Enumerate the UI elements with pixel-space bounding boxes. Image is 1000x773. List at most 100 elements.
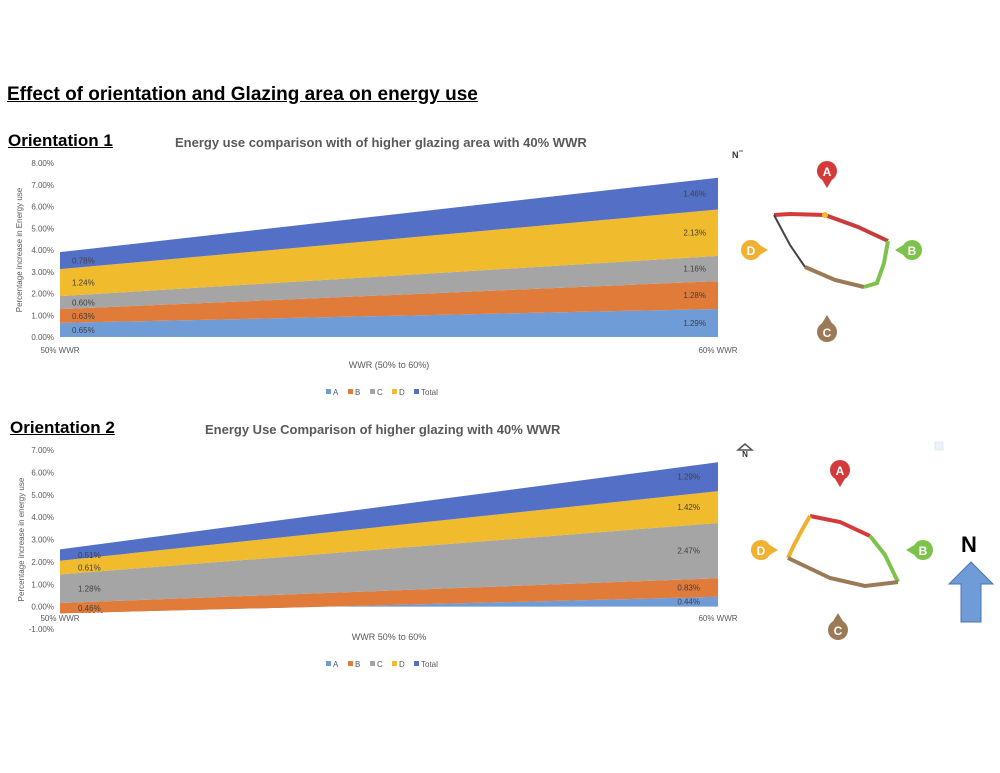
y-tick-label: 6.00% bbox=[31, 203, 54, 212]
area-series-c bbox=[60, 255, 718, 310]
data-label-a: 0.44% bbox=[677, 598, 700, 607]
y-tick-label: 0.00% bbox=[31, 603, 54, 612]
orientation2-chart-title: Energy Use Comparison of higher glazing … bbox=[205, 422, 561, 437]
svg-text:A: A bbox=[836, 464, 845, 478]
north-label: N bbox=[961, 532, 977, 557]
data-label-total: 0.78% bbox=[72, 257, 95, 266]
y-axis-title: Percentage increase in energy use bbox=[17, 477, 26, 601]
north-marker-icon: N bbox=[732, 150, 743, 160]
facade-marker bbox=[822, 212, 828, 218]
data-label-a: 1.29% bbox=[683, 319, 706, 328]
legend-label-total: Total bbox=[421, 388, 438, 397]
y-tick-label: 1.00% bbox=[31, 580, 54, 589]
y-tick-label: 7.00% bbox=[31, 446, 54, 455]
y-tick-label: 4.00% bbox=[31, 513, 54, 522]
data-label-a: 0.65% bbox=[72, 326, 95, 335]
y-tick-label: 2.00% bbox=[31, 290, 54, 299]
y-tick-label: 8.00% bbox=[31, 159, 54, 168]
legend-label-b: B bbox=[355, 660, 360, 669]
x-tick-label: 50% WWR bbox=[40, 614, 79, 623]
area-series-b bbox=[60, 578, 718, 614]
svg-text:A: A bbox=[823, 165, 832, 179]
legend-label-a: A bbox=[333, 660, 339, 669]
svg-text:B: B bbox=[919, 544, 928, 558]
legend-label-a: A bbox=[333, 388, 339, 397]
orientation1-label: Orientation 1 bbox=[8, 131, 113, 150]
facade-a-outline bbox=[809, 514, 871, 538]
facade-d-arrow-icon: D bbox=[751, 540, 778, 560]
orientation2-label: Orientation 2 bbox=[10, 418, 115, 437]
legend-label-d: D bbox=[399, 388, 405, 397]
legend-swatch-d bbox=[392, 661, 397, 666]
facade-c-outline bbox=[804, 265, 865, 289]
north-arrow-icon bbox=[947, 561, 995, 623]
y-tick-label: 7.00% bbox=[31, 181, 54, 190]
orientation1-chart-title: Energy use comparison with of higher gla… bbox=[175, 135, 587, 150]
facade-c-arrow-icon: C bbox=[817, 315, 837, 342]
svg-text:C: C bbox=[823, 326, 832, 340]
svg-text:C: C bbox=[834, 624, 843, 638]
facade-a-arrow-icon: A bbox=[817, 161, 837, 188]
svg-text:N: N bbox=[732, 150, 739, 160]
y-tick-label: -1.00% bbox=[29, 625, 54, 634]
area-series-a bbox=[60, 308, 718, 337]
facade-a-outline bbox=[773, 211, 826, 217]
area-series-b bbox=[60, 281, 718, 323]
data-label-total: 1.29% bbox=[677, 473, 700, 482]
y-tick-label: 6.00% bbox=[31, 468, 54, 477]
facade-d-outline bbox=[786, 515, 812, 559]
y-tick-label: 5.00% bbox=[31, 224, 54, 233]
x-tick-label: 50% WWR bbox=[40, 346, 79, 355]
x-axis-title: WWR (50% to 60%) bbox=[349, 360, 430, 370]
facade-b-arrow-icon: B bbox=[906, 540, 933, 560]
legend-label-c: C bbox=[377, 660, 383, 669]
data-label-d: 1.24% bbox=[72, 279, 95, 288]
area-series-total bbox=[60, 462, 718, 561]
facade-b-outline bbox=[868, 534, 900, 583]
area-series-d bbox=[60, 491, 718, 575]
orientation1-building-diagram: N A B C D bbox=[732, 150, 922, 342]
y-tick-label: 2.00% bbox=[31, 558, 54, 567]
legend-swatch-d bbox=[392, 389, 397, 394]
svg-text:D: D bbox=[757, 544, 766, 558]
y-tick-label: 4.00% bbox=[31, 246, 54, 255]
x-tick-label: 60% WWR bbox=[698, 614, 737, 623]
data-label-c: 2.47% bbox=[677, 547, 700, 556]
x-axis-title: WWR 50% to 60% bbox=[352, 632, 427, 642]
legend-swatch-c bbox=[370, 389, 375, 394]
y-tick-label: 1.00% bbox=[31, 311, 54, 320]
svg-text:N: N bbox=[742, 450, 748, 459]
corner-box bbox=[934, 441, 944, 451]
legend-swatch-total bbox=[414, 661, 419, 666]
orientation2-area-chart: -1.00% 0.00% 1.00% 2.00% 3.00% 4.00% 5.00% 6.00… bbox=[17, 446, 738, 669]
data-label-total: 1.46% bbox=[683, 190, 706, 199]
data-label-c: 0.60% bbox=[72, 299, 95, 308]
facade-d-outline bbox=[773, 214, 806, 268]
legend-swatch-b bbox=[348, 661, 353, 666]
data-label-total: 0.51% bbox=[78, 551, 101, 560]
legend-label-c: C bbox=[377, 388, 383, 397]
page-title: Effect of orientation and Glazing area o… bbox=[7, 84, 478, 105]
x-tick-label: 60% WWR bbox=[698, 346, 737, 355]
facade-a-arrow-icon: A bbox=[830, 460, 850, 487]
data-label-d: 0.61% bbox=[78, 564, 101, 573]
legend-swatch-b bbox=[348, 389, 353, 394]
data-label-c: 1.16% bbox=[683, 264, 706, 273]
y-tick-label: 3.00% bbox=[31, 268, 54, 277]
y-tick-label: 0.00% bbox=[31, 333, 54, 342]
data-label-b: 0.83% bbox=[677, 583, 700, 592]
svg-text:B: B bbox=[908, 244, 917, 258]
facade-c-outline bbox=[787, 556, 899, 589]
legend-label-b: B bbox=[355, 388, 360, 397]
data-label-d: 1.42% bbox=[677, 503, 700, 512]
data-label-d: 2.13% bbox=[683, 229, 706, 238]
legend-swatch-a bbox=[326, 661, 331, 666]
area-series-d bbox=[60, 209, 718, 297]
data-label-b: 0.63% bbox=[72, 312, 95, 321]
orientation2-building-diagram: N A B C D bbox=[735, 441, 944, 640]
legend-swatch-total bbox=[414, 389, 419, 394]
data-label-b: 1.28% bbox=[683, 291, 706, 300]
data-label-b: 0.46% bbox=[78, 604, 101, 613]
facade-ab-outline bbox=[824, 213, 889, 243]
north-arrow-small-icon: N bbox=[735, 443, 755, 459]
